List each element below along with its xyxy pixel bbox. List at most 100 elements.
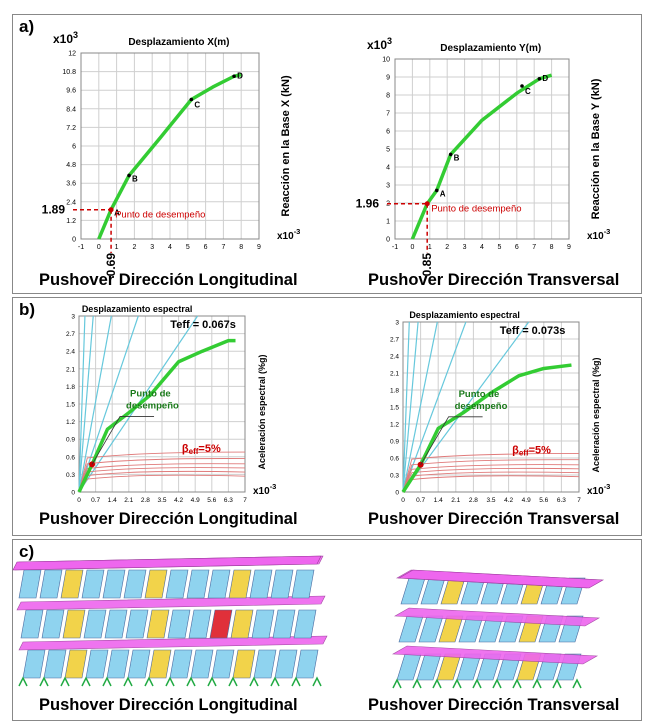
mesh-support — [102, 676, 112, 687]
mesh-column-panel — [127, 649, 151, 679]
x-tick-label: 5.6 — [207, 497, 216, 504]
x-tick-label: 7 — [577, 497, 581, 504]
y-tick-label: 1 — [386, 219, 390, 226]
x-exponent-label: x10-3 — [587, 227, 610, 242]
y-tick-label: 4.8 — [66, 162, 76, 169]
mesh-column-panel — [418, 615, 444, 643]
deformed-structure-transversal — [391, 569, 605, 689]
y-tick-label: 1.5 — [390, 405, 399, 412]
x-tick-label: 4.9 — [191, 497, 200, 504]
y-tick-label: 12 — [68, 51, 76, 58]
period-line — [78, 315, 94, 493]
performance-label-line2: desempeño — [455, 401, 508, 412]
caption-transversal: Pushover Dirección Transversal — [368, 510, 620, 528]
mesh-column-panel — [169, 649, 193, 679]
curve-point-label: D — [542, 74, 548, 83]
x-tick-label: 2.1 — [124, 497, 133, 504]
mesh-column-panel — [291, 569, 315, 599]
y-tick-label: 8 — [386, 93, 390, 100]
y-tick-label: 5 — [386, 147, 390, 154]
x-tick-label: 2 — [445, 244, 449, 251]
y-tick-label: 0.9 — [390, 439, 399, 446]
mesh-column-panel — [420, 577, 446, 605]
y-tick-label: 2.1 — [66, 366, 75, 373]
y-tick-label: 1.2 — [390, 422, 399, 429]
y-tick-label: 3 — [395, 320, 399, 327]
x-tick-label: -1 — [78, 244, 84, 251]
mesh-column-panel — [209, 609, 233, 639]
y-tick-label: 7.2 — [66, 125, 76, 132]
mesh-column-panel — [20, 609, 44, 639]
x-tick-label: 2.1 — [451, 497, 460, 504]
caption-longitudinal: Pushover Dirección Longitudinal — [39, 271, 298, 289]
x-tick-label: 8 — [550, 244, 554, 251]
mesh-column-panel — [270, 569, 294, 599]
chart-spectrum-longitudinal: 0 0.7 1.4 2.1 2.8 3.5 4.2 4.9 5.6 6.3 7 0 0.3 0.6 0.9 1… — [66, 304, 276, 504]
y-tick-label: 3 — [386, 183, 390, 190]
performance-y-value: 1.89 — [42, 203, 66, 217]
period-line — [402, 321, 419, 493]
caption-longitudinal: Pushover Dirección Longitudinal — [39, 696, 298, 714]
y-tick-label: 0 — [395, 490, 399, 497]
x-exponent-label: x10-3 — [277, 227, 300, 242]
x-tick-label: 1.4 — [108, 497, 117, 504]
panel-label: c) — [19, 542, 35, 561]
demand-spectrum-line — [78, 474, 246, 493]
performance-leader — [91, 416, 155, 465]
x-tick-label: 0.7 — [416, 497, 425, 504]
y-tick-label: 10.8 — [62, 69, 76, 76]
curve-point-label: D — [237, 71, 243, 80]
mesh-column-panel — [272, 609, 296, 639]
chart-title: Desplazamiento espectral — [82, 304, 193, 314]
capacity-curve — [401, 363, 572, 493]
mesh-column-panel — [274, 649, 298, 679]
x-tick-label: 4.2 — [504, 497, 513, 504]
mesh-column-panel — [148, 649, 172, 679]
y-axis-label: Aceleración espectral (%g) — [257, 354, 267, 469]
x-tick-label: 6.3 — [557, 497, 566, 504]
y-tick-label: 2.4 — [390, 354, 399, 361]
mesh-support — [412, 678, 422, 689]
x-tick-label: 7 — [221, 244, 225, 251]
mesh-column-panel — [293, 609, 317, 639]
y-tick-label: 8.4 — [66, 106, 76, 113]
mesh-support — [270, 676, 280, 687]
period-line — [402, 321, 438, 493]
demand-spectrum-line — [402, 471, 580, 493]
y-tick-label: 2.4 — [66, 349, 75, 356]
x-tick-label: 3.5 — [486, 497, 495, 504]
mesh-column-panel — [85, 649, 109, 679]
x-tick-label: 8 — [239, 244, 243, 251]
mesh-support — [572, 678, 582, 689]
performance-point — [424, 201, 430, 207]
mesh-roof-slab — [397, 569, 605, 589]
x-tick-label: 0 — [410, 244, 414, 251]
x-tick-label: 5 — [186, 244, 190, 251]
mesh-support — [392, 678, 402, 689]
mesh-support — [249, 676, 259, 687]
x-tick-label: 1.4 — [434, 497, 443, 504]
chart-pushover-longitudinal: -1 0 1 2 3 4 5 6 7 8 901.22.43.64.867.28.49.610.81… — [42, 30, 301, 276]
y-tick-label: 1.5 — [66, 402, 75, 409]
x-exponent-label: x10-3 — [587, 482, 610, 497]
y-exponent-label: x103 — [367, 36, 392, 52]
x-tick-label: 9 — [567, 244, 571, 251]
mesh-support — [432, 678, 442, 689]
x-tick-label: 0 — [77, 497, 81, 504]
y-tick-label: 10 — [382, 57, 390, 64]
deformed-structure-longitudinal — [12, 555, 328, 687]
x-tick-label: 7 — [532, 244, 536, 251]
y-tick-label: 7 — [386, 111, 390, 118]
x-tick-label: 1 — [115, 244, 119, 251]
beta-eff-label: βeff=5% — [512, 444, 551, 457]
mesh-column-panel — [228, 569, 252, 599]
mesh-support — [207, 676, 217, 687]
x-tick-label: 0.7 — [91, 497, 100, 504]
y-tick-label: 0.3 — [390, 473, 399, 480]
mesh-column-panel — [400, 577, 426, 605]
x-tick-label: 1 — [428, 244, 432, 251]
chart-spectrum-transversal: 0 0.7 1.4 2.1 2.8 3.5 4.2 4.9 5.6 6.3 7 0 0.3 0.6 0.9 1… — [390, 310, 610, 504]
y-tick-label: 0.6 — [390, 456, 399, 463]
plot-frame — [402, 321, 580, 493]
x-tick-label: 6 — [515, 244, 519, 251]
